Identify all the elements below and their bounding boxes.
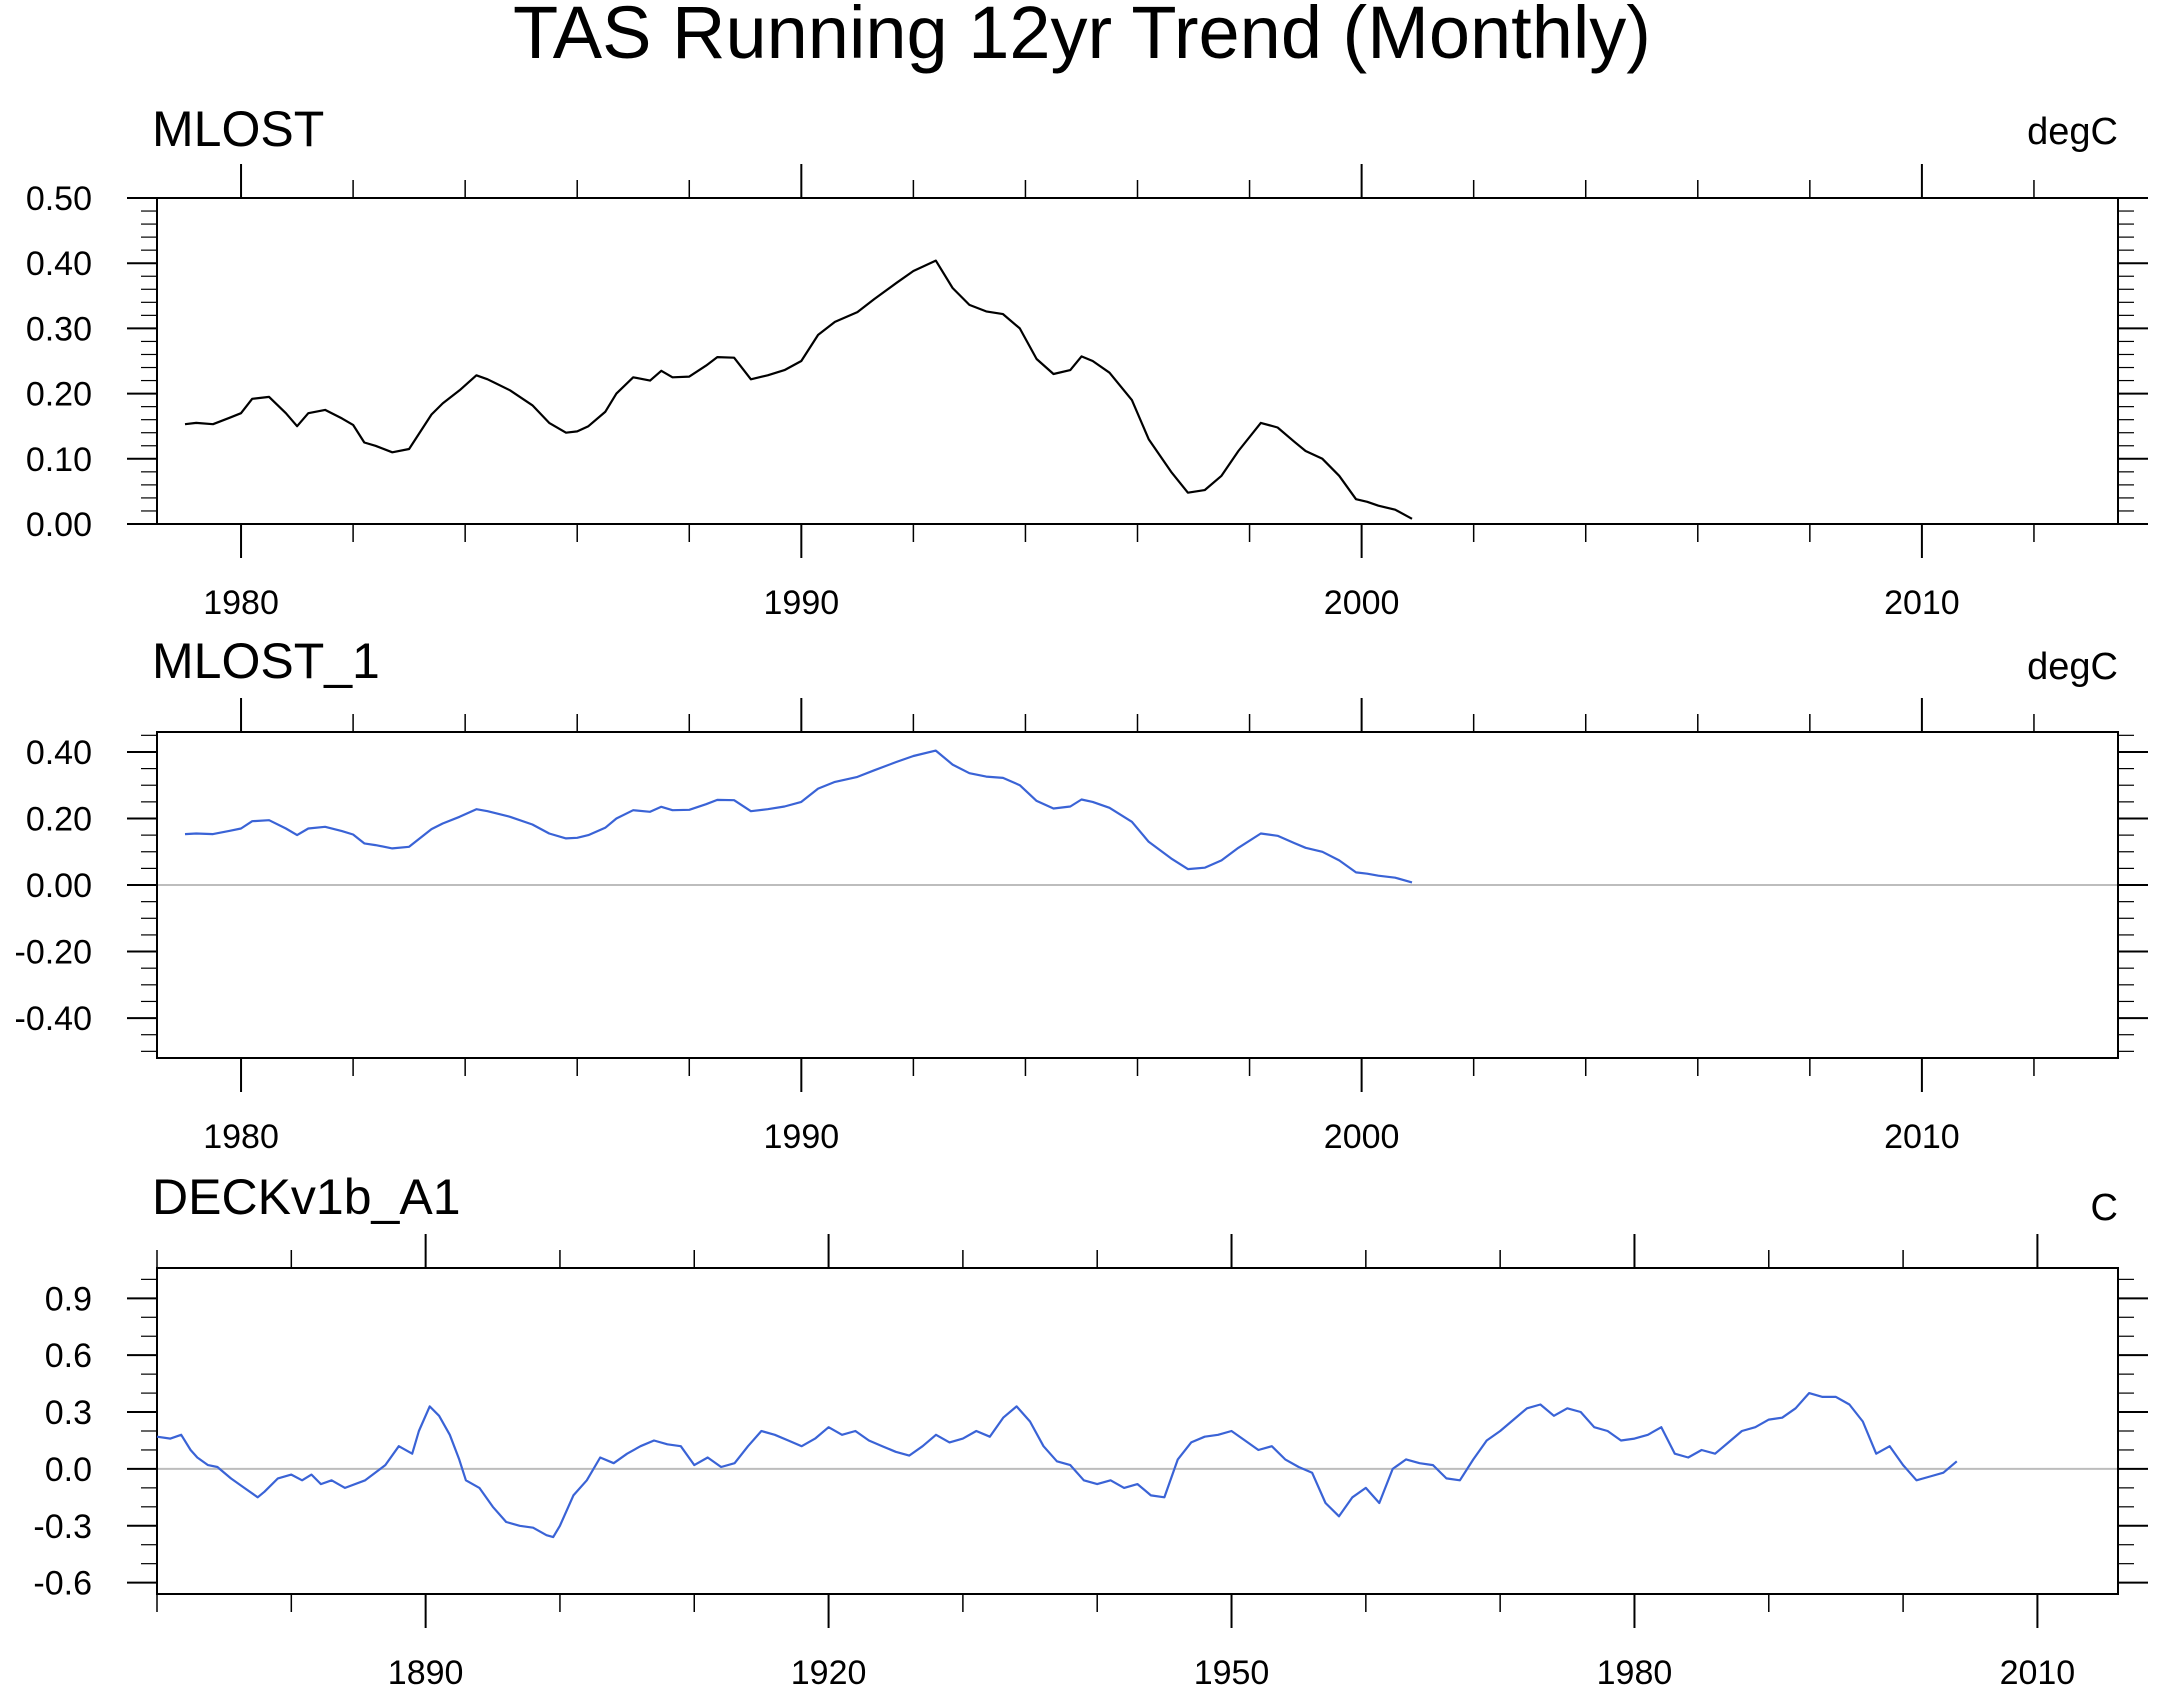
plot-frame [156,731,2119,1059]
y-tick-label: 0.20 [26,376,92,414]
series-line [184,749,1413,884]
units-label: degC [2027,111,2118,153]
panel-title: MLOST_1 [152,633,380,689]
y-tick-label: -0.3 [33,1508,92,1546]
figure-title: TAS Running 12yr Trend (Monthly) [513,0,1651,74]
y-tick-label: -0.6 [33,1565,92,1603]
x-tick-label: 1980 [203,1118,279,1156]
x-tick-label: 1990 [764,1118,840,1156]
y-tick-label: 0.10 [26,441,92,479]
y-tick-label: 0.9 [45,1280,92,1318]
panel-title: DECKv1b_A1 [152,1169,461,1225]
y-tick-label: -0.40 [15,1000,93,1038]
y-tick-label: 0.00 [26,867,92,905]
y-tick-label: 0.3 [45,1394,92,1432]
x-tick-label: 1920 [791,1654,867,1692]
x-tick-label: 2010 [1884,584,1960,622]
panel-deckv1b-a1: DECKv1b_A1 C 1890 1920 1950 1980 2010 -0.6 -0.… [33,1169,2148,1692]
y-tick-label: 0.50 [26,180,92,218]
series-line [156,1391,1958,1539]
y-tick-label: 0.30 [26,310,92,348]
x-tick-label: 2010 [1884,1118,1960,1156]
y-tick-label: 0.40 [26,245,92,283]
y-tick-label: -0.20 [15,934,93,972]
x-tick-label: 1980 [203,584,279,622]
x-tick-label: 1950 [1194,1654,1270,1692]
plot-frame [156,1267,2119,1595]
plot-frame [156,197,2119,525]
x-tick-label: 2000 [1324,1118,1400,1156]
panel-mlost-1: MLOST_1 degC 1980 1990 2000 2010 -0.40 -0.20 0… [15,633,2148,1156]
x-tick-label: 2010 [2000,1654,2076,1692]
series-line [184,259,1413,520]
units-label: C [2091,1187,2118,1229]
x-tick-label: 1890 [388,1654,464,1692]
units-label: degC [2027,646,2118,688]
y-tick-label: 0.6 [45,1337,92,1375]
y-tick-label: 0.40 [26,734,92,772]
x-tick-label: 2000 [1324,584,1400,622]
panel-title: MLOST [152,101,324,157]
y-tick-label: 0.00 [26,506,92,544]
panel-mlost: MLOST degC 1980 1990 2000 2010 0.00 0.10 0.20 0… [26,101,2148,622]
y-tick-label: 0.20 [26,800,92,838]
x-tick-label: 1990 [764,584,840,622]
y-tick-label: 0.0 [45,1451,92,1489]
x-tick-label: 1980 [1597,1654,1673,1692]
